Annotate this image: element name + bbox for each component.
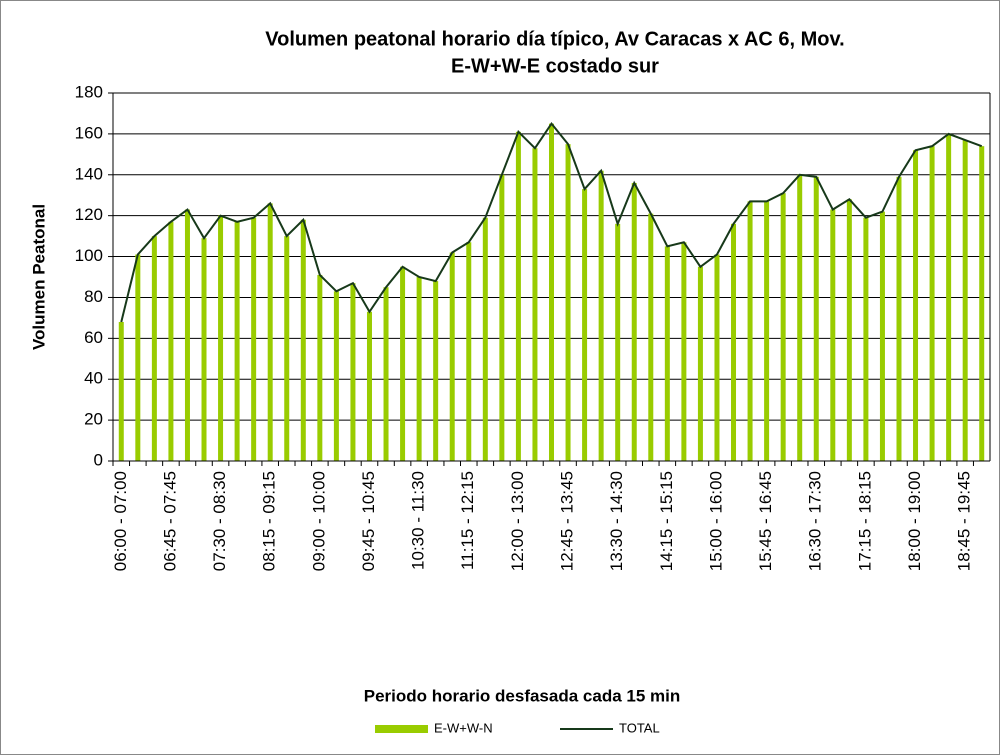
y-tick-label: 60 — [84, 328, 103, 347]
bar — [499, 174, 505, 461]
bar — [433, 281, 439, 461]
bar — [151, 236, 157, 461]
x-tick-label: 10:30 - 11:30 — [409, 471, 428, 570]
bar — [863, 217, 869, 461]
bar — [218, 215, 224, 461]
x-tick-label: 06:45 - 07:45 — [160, 471, 179, 571]
bar — [582, 189, 588, 462]
bar — [366, 311, 372, 461]
bar — [879, 211, 885, 461]
x-tick-label: 17:15 - 18:15 — [855, 471, 874, 571]
bar — [648, 213, 654, 461]
x-tick-label: 13:30 - 14:30 — [607, 471, 626, 571]
bar — [764, 201, 770, 461]
bar — [383, 287, 389, 461]
bar — [780, 193, 786, 461]
y-tick-label: 20 — [84, 410, 103, 429]
x-tick-label: 14:15 - 15:15 — [657, 471, 676, 571]
bar — [631, 182, 637, 461]
x-tick-label: 06:00 - 07:00 — [111, 471, 130, 571]
bar — [896, 176, 902, 462]
bar — [118, 321, 124, 461]
bar — [913, 150, 919, 461]
y-tick-label: 40 — [84, 369, 103, 388]
y-tick-label: 180 — [75, 82, 103, 101]
bar — [830, 209, 836, 461]
x-tick-label: 15:00 - 16:00 — [706, 471, 725, 571]
bar — [234, 221, 240, 461]
bar — [416, 277, 422, 461]
bar — [466, 242, 472, 461]
y-tick-label: 120 — [75, 205, 103, 224]
bar — [813, 176, 819, 462]
bar — [201, 238, 207, 461]
y-tick-label: 140 — [75, 164, 103, 183]
legend-label: TOTAL — [619, 720, 660, 735]
bar — [449, 252, 455, 461]
bar — [284, 236, 290, 461]
bar — [135, 254, 141, 461]
bar — [747, 201, 753, 461]
y-tick-label: 100 — [75, 246, 103, 265]
legend-swatch — [375, 725, 428, 733]
bar — [317, 274, 323, 461]
bar — [681, 242, 687, 461]
x-tick-label: 15:45 - 16:45 — [756, 471, 775, 571]
x-tick-label: 12:45 - 13:45 — [558, 471, 577, 571]
x-tick-label: 09:45 - 10:45 — [359, 471, 378, 571]
y-tick-label: 0 — [94, 450, 103, 469]
y-axis-label: Volumen Peatonal — [29, 204, 48, 350]
x-tick-label: 09:00 - 10:00 — [309, 471, 328, 571]
x-tick-label: 12:00 - 13:00 — [508, 471, 527, 571]
bar — [664, 246, 670, 461]
x-tick-label: 16:30 - 17:30 — [806, 471, 825, 571]
x-tick-label: 11:15 - 12:15 — [458, 471, 477, 570]
bar — [979, 146, 985, 461]
bar — [598, 170, 604, 461]
bar — [515, 131, 521, 461]
bar — [333, 291, 339, 461]
bar — [697, 266, 703, 461]
bar — [267, 203, 273, 461]
bar — [565, 144, 571, 461]
x-tick-label: 18:45 - 19:45 — [955, 471, 974, 571]
bar — [797, 174, 803, 461]
x-axis-label: Periodo horario desfasada cada 15 min — [364, 686, 681, 705]
chart-title: Volumen peatonal horario día típico, Av … — [265, 28, 844, 50]
bar — [962, 140, 968, 461]
bar — [300, 219, 306, 461]
bar — [251, 217, 257, 461]
bar — [482, 217, 488, 461]
bar — [946, 133, 952, 461]
legend-label: E-W+W-N — [434, 720, 493, 735]
x-tick-label: 08:15 - 09:15 — [260, 471, 279, 571]
bar — [929, 146, 935, 461]
bar — [731, 223, 737, 461]
bar — [168, 221, 174, 461]
bar — [549, 123, 554, 462]
bar — [714, 254, 720, 461]
x-tick-label: 18:00 - 19:00 — [905, 471, 924, 571]
bar — [532, 148, 538, 461]
y-tick-label: 160 — [75, 123, 103, 142]
y-tick-label: 80 — [84, 287, 103, 306]
bar — [350, 283, 356, 461]
chart-title: E-W+W-E costado sur — [451, 55, 659, 77]
bar — [615, 223, 621, 461]
bar — [400, 266, 406, 461]
bar — [184, 209, 190, 461]
line — [120, 121, 983, 323]
x-tick-label: 07:30 - 08:30 — [210, 471, 229, 571]
bar — [846, 199, 852, 462]
